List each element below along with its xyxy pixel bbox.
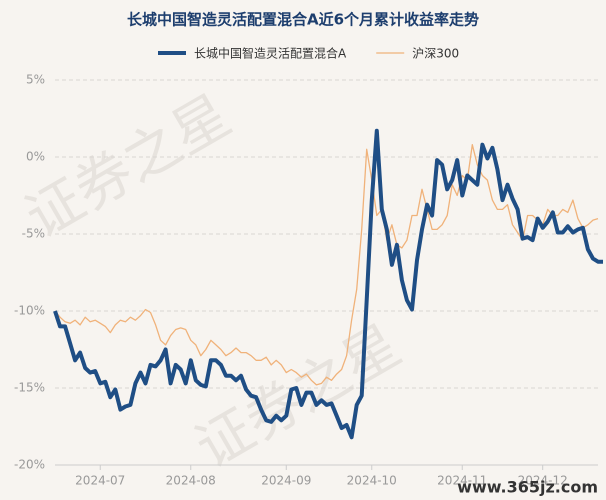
x-tick-label: 2024-08 <box>166 474 216 488</box>
x-tick-label: 2024-12 <box>518 474 568 488</box>
x-tick-label: 2024-11 <box>437 474 487 488</box>
x-tick-label: 2024-07 <box>75 474 125 488</box>
plot: 5% 0% -5% -10% -15% -20% 2024-07 2024-08 2024-09… <box>14 46 603 488</box>
x-tick-label: 2024-10 <box>347 474 397 488</box>
y-tick-label: -20% <box>14 458 45 472</box>
chart-title: 长城中国智造灵活配置混合A近6个月累计收益率走势 <box>127 11 479 29</box>
legend-label: 长城中国智造灵活配置混合A <box>194 46 347 61</box>
logo: www.365jz.com <box>457 478 598 497</box>
y-tick-label: 0% <box>26 150 45 164</box>
x-tick-label: 2024-09 <box>261 474 311 488</box>
y-tick-label: -10% <box>14 304 45 318</box>
y-tick-label: 5% <box>26 73 45 87</box>
series-line <box>54 144 599 386</box>
y-tick-label: -5% <box>22 227 45 241</box>
series-line <box>53 128 603 440</box>
y-tick-label: -15% <box>14 381 45 395</box>
legend-label: 沪深300 <box>412 47 459 61</box>
